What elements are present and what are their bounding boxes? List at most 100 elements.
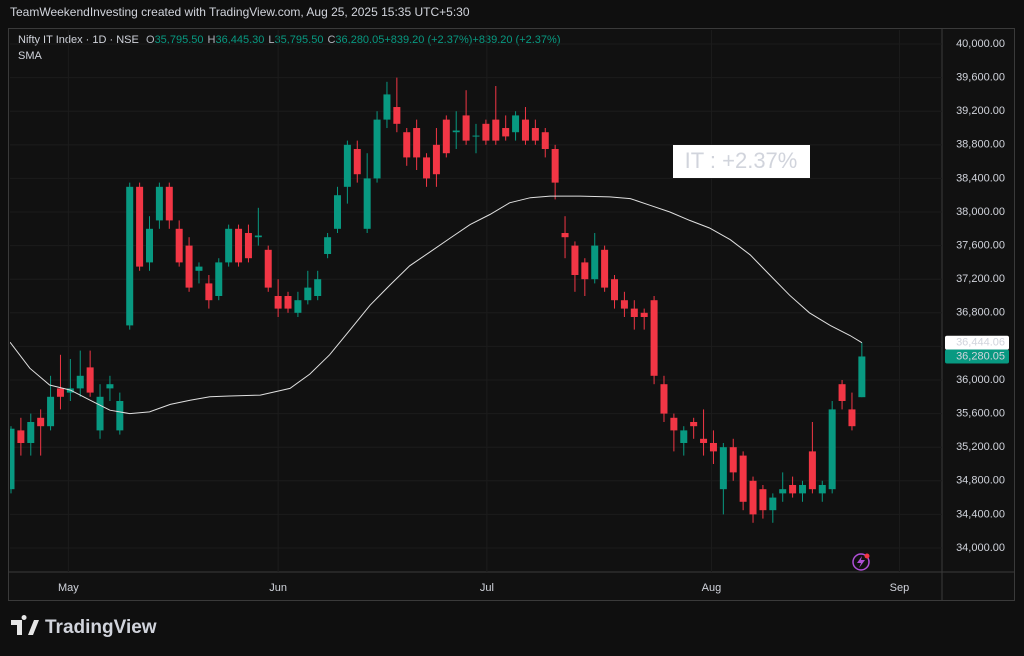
legend-key: O [146, 34, 155, 46]
candle-body [363, 178, 371, 229]
y-tick-label: 35,600.00 [956, 407, 1005, 419]
candle-body [47, 396, 55, 427]
x-tick-label: Jun [269, 582, 287, 594]
candle-body [264, 249, 272, 288]
candle-body [561, 233, 569, 238]
legend-key: L [268, 34, 274, 46]
legend-value: 36,445.30 [215, 34, 264, 46]
candle-body [620, 300, 628, 309]
y-tick-label: 38,800.00 [956, 139, 1005, 151]
candle-body [670, 417, 678, 431]
indicator-name: SMA [18, 50, 43, 62]
price-label-box [945, 335, 1009, 350]
candle-body [581, 262, 589, 280]
candle-body [858, 356, 866, 398]
candle-body [690, 421, 698, 427]
candle-body [56, 388, 64, 397]
candle-body [175, 228, 183, 263]
candle-body [541, 132, 549, 150]
y-tick-label: 34,400.00 [956, 508, 1005, 520]
x-tick-label: Sep [890, 582, 910, 594]
candle-body [462, 115, 470, 141]
candle-body [660, 384, 668, 414]
candle-body [502, 128, 510, 137]
y-tick-label: 37,200.00 [956, 273, 1005, 285]
candle-body [512, 115, 520, 133]
candle-body [442, 119, 450, 154]
candle-body [126, 186, 134, 326]
candle-body [640, 312, 648, 318]
y-tick-label: 39,600.00 [956, 72, 1005, 84]
candle-body [551, 149, 559, 183]
candle-body [413, 128, 421, 158]
candle-body [650, 300, 658, 376]
candle-body [254, 235, 262, 238]
candle-body [17, 430, 25, 443]
y-tick-label: 40,000.00 [956, 38, 1005, 50]
y-tick-label: 34,000.00 [956, 542, 1005, 554]
price-label-box [945, 349, 1009, 364]
candle-body [235, 228, 243, 263]
candle-body [215, 262, 223, 297]
legend-value: 36,280.05 [335, 34, 384, 46]
candle-body [452, 130, 460, 133]
candle-body [423, 157, 431, 179]
candle-body [759, 489, 767, 511]
candle-body [571, 245, 579, 276]
candle-body [630, 308, 638, 318]
candle-body [86, 367, 94, 393]
candle-body [383, 94, 391, 120]
y-tick-label: 36,000.00 [956, 374, 1005, 386]
candle-body [106, 384, 114, 389]
candle-body [136, 186, 144, 267]
candle-body [601, 249, 609, 288]
legend-value: 35,795.50 [275, 34, 324, 46]
candle-body [96, 396, 104, 431]
x-tick-label: Jul [480, 582, 494, 594]
candle-body [155, 186, 163, 221]
candle-body [769, 497, 777, 511]
candle-body [700, 438, 708, 443]
candle-body [818, 484, 826, 494]
candle-body [779, 489, 787, 494]
candle-body [611, 279, 619, 301]
candle-body [304, 287, 312, 301]
ohlc-legend: O35,795.50 H36,445.30 L35,795.50 C36,280.05… [146, 34, 561, 46]
watermark: TeamWeekendInvesting created with Tradin… [10, 5, 470, 19]
candle-body [27, 421, 35, 443]
candle-body [482, 123, 490, 141]
candle-body [828, 409, 836, 490]
candle-body [521, 119, 529, 141]
y-tick-label: 36,800.00 [956, 307, 1005, 319]
candle-body [146, 228, 154, 263]
candle-body [709, 442, 717, 452]
candle-body [492, 119, 500, 141]
y-tick-label: 38,400.00 [956, 172, 1005, 184]
candle-body [333, 195, 341, 229]
candle-body [848, 409, 856, 427]
y-tick-label: 37,600.00 [956, 240, 1005, 252]
candle-body [798, 484, 806, 494]
annotation: IT : +2.37% [685, 148, 798, 173]
sma-line [10, 195, 863, 415]
candle-body [729, 447, 737, 473]
candle-body [244, 233, 252, 259]
candle-body [284, 296, 292, 309]
candle-body [116, 400, 124, 431]
candle-body [195, 266, 203, 271]
legend-key: C [327, 34, 335, 46]
candle-body [225, 228, 233, 263]
logo: TradingView [11, 615, 157, 638]
candle-body [185, 245, 193, 288]
candle-body [324, 237, 332, 255]
candle-body [10, 428, 15, 490]
candle-body [739, 455, 747, 502]
legend-value: +839.20 (+2.37%) [384, 34, 472, 46]
candle-body [789, 484, 797, 494]
candle-body [808, 451, 816, 490]
legend-value: 35,795.50 [155, 34, 204, 46]
candle-body [314, 279, 322, 297]
candle-body [719, 447, 727, 490]
candle-body [749, 480, 757, 515]
candle-body [205, 283, 213, 301]
